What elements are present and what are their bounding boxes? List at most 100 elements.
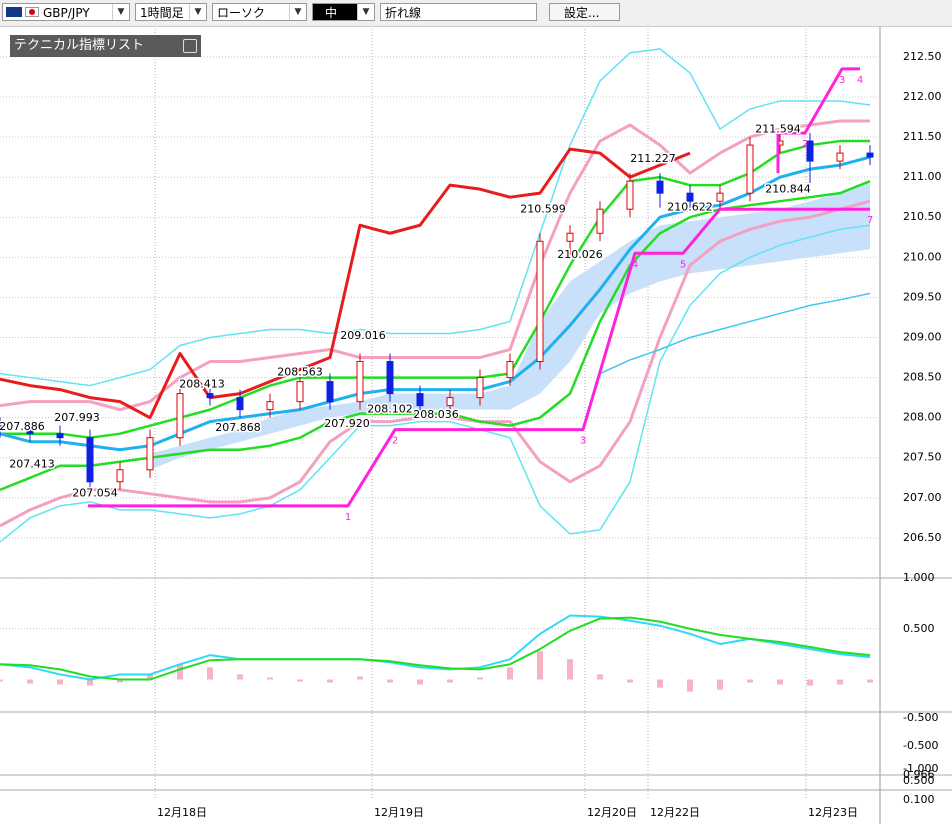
- histogram-bar: [747, 679, 753, 683]
- histogram-bar: [867, 679, 873, 683]
- histogram-bar: [537, 651, 543, 680]
- candle-body: [806, 140, 814, 162]
- histogram-bar: [447, 679, 453, 683]
- y-tick-label: 209.50: [903, 290, 942, 303]
- y-tick-label: 207.50: [903, 451, 942, 464]
- y-tick-label: 212.00: [903, 90, 942, 103]
- candle-body: [56, 433, 64, 439]
- indicator-line: [0, 155, 871, 452]
- price-label: 208.102: [367, 402, 413, 415]
- histogram-bar: [567, 659, 573, 680]
- price-label: 208.036: [413, 408, 459, 421]
- macd-line: [0, 616, 871, 681]
- candle-body: [836, 152, 844, 162]
- cloud: [150, 181, 870, 470]
- indicator-line: [0, 48, 871, 387]
- candle-body: [746, 144, 754, 194]
- zigzag-line: [88, 207, 870, 508]
- candle-body: [866, 152, 874, 158]
- symbol-select[interactable]: GBP/JPY ▼: [2, 3, 130, 21]
- histogram-bar: [657, 679, 663, 688]
- histogram-bar: [57, 679, 63, 685]
- y-tick-label: 212.50: [903, 50, 942, 63]
- indicator-line: [599, 292, 871, 375]
- candle-body: [266, 401, 274, 411]
- histogram-bar: [0, 679, 3, 682]
- y-tick-label: 211.00: [903, 170, 942, 183]
- candle-body: [536, 240, 544, 363]
- histogram-bar: [387, 679, 393, 683]
- price-label: 208.563: [277, 366, 323, 379]
- histogram-bar: [147, 674, 153, 680]
- histogram-bar: [417, 679, 423, 685]
- settings: 設定...: [564, 6, 600, 20]
- x-tick-label: 12月18日: [157, 806, 207, 819]
- size: 中: [325, 6, 338, 20]
- price-label: 210.622: [667, 200, 713, 213]
- histogram-bar: [627, 679, 633, 683]
- zigzag-label: 3: [839, 75, 845, 86]
- y-tick-label: 1.000: [903, 571, 935, 584]
- timeframe: 1時間足: [140, 6, 184, 20]
- histogram-bar: [717, 679, 723, 690]
- histogram-bar: [177, 664, 183, 680]
- y-tick-label: 210.00: [903, 250, 942, 263]
- y-tick-label: 209.00: [903, 330, 942, 343]
- candle-body: [506, 361, 514, 379]
- histogram-bar: [327, 679, 333, 683]
- histogram-bar: [597, 674, 603, 680]
- price-label: 211.594: [755, 123, 801, 136]
- price-label: 210.844: [765, 183, 811, 196]
- line-type-field[interactable]: 折れ線: [380, 3, 537, 21]
- y-tick-label: 210.50: [903, 210, 942, 223]
- chart-style: ローソク: [217, 6, 266, 20]
- y-tick-label: 206.50: [903, 531, 942, 544]
- zigzag-label: 2: [392, 436, 398, 447]
- y-tick-label: 208.00: [903, 411, 942, 424]
- flag-jp: [25, 7, 39, 17]
- symbol: GBP/JPY: [43, 6, 90, 20]
- candle-body: [566, 232, 574, 242]
- histogram-bar: [237, 674, 243, 680]
- axis-label: -0.500: [903, 739, 938, 752]
- settings-button[interactable]: 設定...: [549, 3, 620, 21]
- axis-label: -1.000: [903, 762, 938, 775]
- histogram-bar: [687, 679, 693, 692]
- candle-body: [476, 377, 484, 399]
- x-tick-label: 12月22日: [650, 806, 700, 819]
- indicator-line: [0, 119, 870, 412]
- axis-label: 0.500: [903, 774, 935, 787]
- line-type: 折れ線: [385, 6, 422, 20]
- size-select[interactable]: 中 ▼: [312, 3, 375, 21]
- y-tick-label: 208.50: [903, 371, 942, 384]
- indicator-list-label: テクニカル指標リスト: [14, 38, 145, 53]
- indicator-line: [0, 139, 870, 439]
- candle-body: [446, 397, 454, 407]
- price-label: 207.886: [0, 420, 45, 433]
- y-tick-label: 207.00: [903, 491, 942, 504]
- price-label: 207.993: [54, 411, 100, 424]
- price-label: 207.920: [324, 417, 370, 430]
- zigzag-line: [776, 67, 860, 174]
- x-tick-label: 12月23日: [808, 806, 858, 819]
- price-label: 207.054: [72, 486, 118, 499]
- candle-body: [356, 361, 364, 403]
- zigzag-label: 7: [867, 215, 873, 226]
- toolbar: GBP/JPY ▼ 1時間足 ▼ ローソク ▼ 中 ▼ 折れ線 設定...: [0, 0, 952, 27]
- flag-uk: [6, 7, 22, 17]
- candle-body: [206, 393, 214, 399]
- histogram-bar: [117, 679, 123, 683]
- histogram-bar: [87, 679, 93, 686]
- style-select[interactable]: ローソク ▼: [212, 3, 307, 21]
- candle-body: [86, 437, 94, 483]
- candle-body: [26, 429, 34, 435]
- timeframe-select[interactable]: 1時間足 ▼: [135, 3, 207, 21]
- price-label: 207.868: [215, 421, 261, 434]
- zigzag-label: 5: [680, 259, 686, 270]
- histogram-bar: [477, 677, 483, 680]
- indicator-list[interactable]: テクニカル指標リスト: [10, 35, 201, 57]
- candle-body: [296, 381, 304, 403]
- indicator-list-icon: [183, 39, 197, 53]
- zigzag-label: 1: [345, 512, 351, 523]
